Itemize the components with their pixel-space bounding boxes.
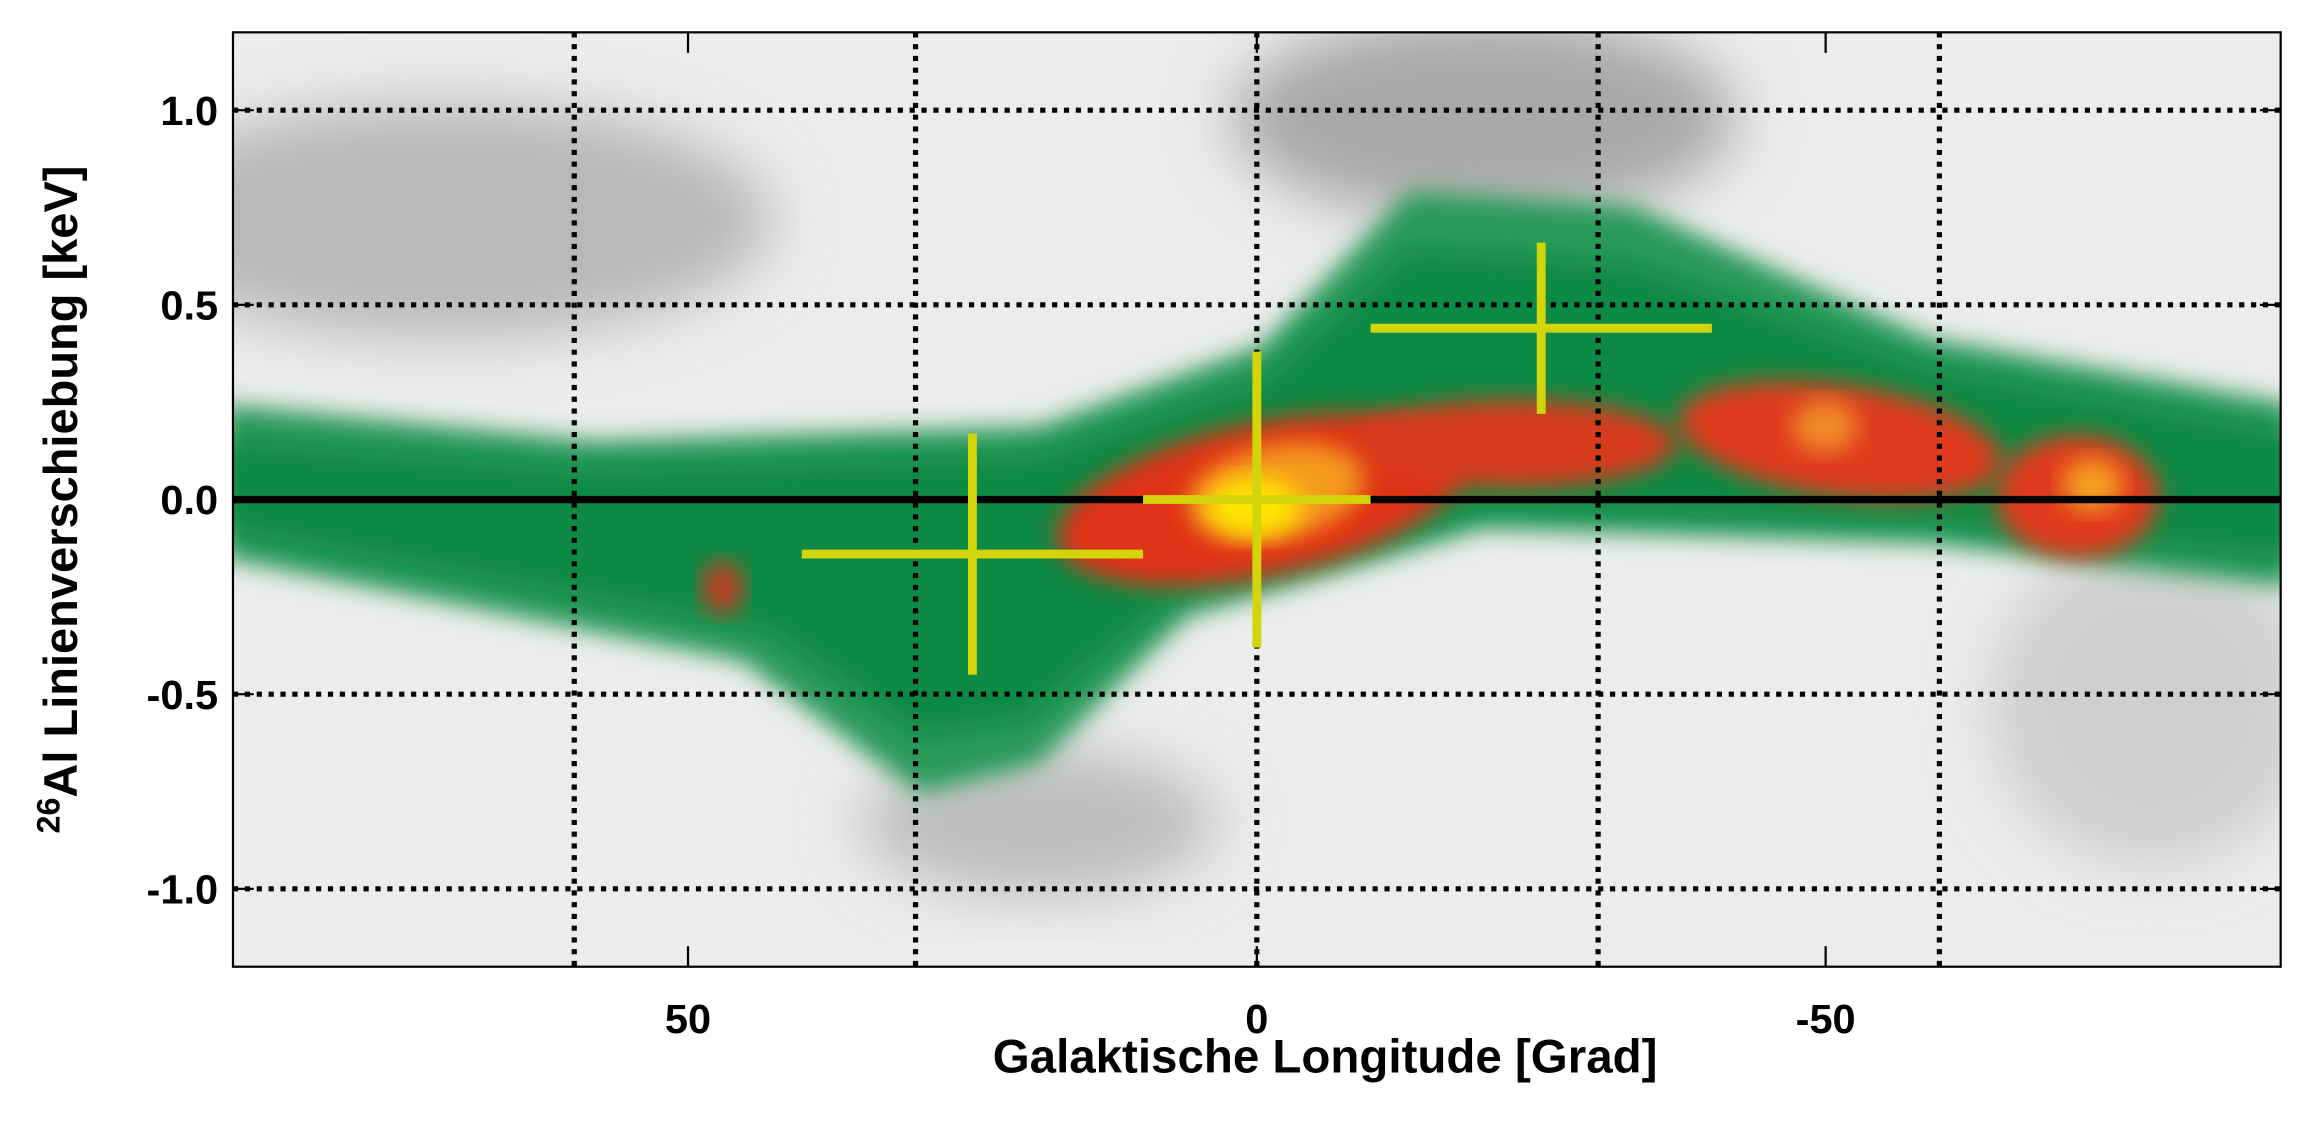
y-axis-label-sup: 26 [30,798,66,834]
x-axis-label: Galaktische Longitude [Grad] [993,1031,1658,1084]
y-tick-label: 0.5 [160,283,218,329]
y-axis-label: 26Al Linienverschiebung [keV] [30,166,88,834]
y-tick-label: 1.0 [160,88,218,134]
heatmap [232,32,2281,967]
labels: 1.0 0.5 0.0 -0.5 -1.0 50 0 -50 [147,88,1856,1042]
y-axis-label-main: Al Linienverschiebung [keV] [35,166,88,798]
plot-frame [231,31,2282,968]
y-tick-label: 0.0 [160,477,218,523]
x-tick-label: -50 [1796,996,1856,1042]
marks [801,242,1712,675]
y-tick-label: -1.0 [147,867,219,913]
x-tick-label: 0 [1245,996,1268,1042]
y-tick-label: -0.5 [147,672,219,718]
x-tick-label: 50 [665,996,711,1042]
